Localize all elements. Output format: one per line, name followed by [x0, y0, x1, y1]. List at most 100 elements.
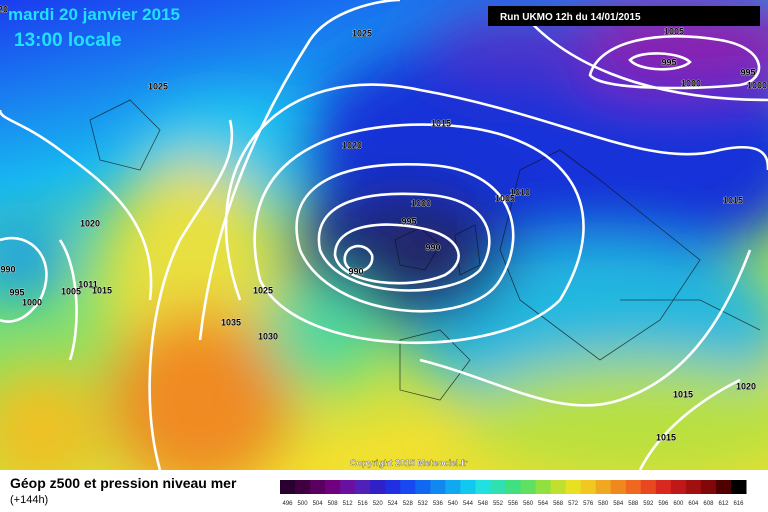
isobar-label: 1005: [61, 286, 81, 296]
isobar-label: 1025: [253, 285, 273, 295]
colorbar-tick-label: 608: [703, 501, 714, 507]
colorbar-tick-label: 592: [643, 501, 654, 507]
isobar-label: 995: [740, 67, 755, 77]
isobar-label: 1000: [411, 198, 431, 208]
colorbar-tick-label: 568: [553, 501, 564, 507]
legend-lead: (+144h): [10, 494, 48, 506]
colorbar-swatch: [520, 480, 537, 494]
isobar-label: 1000: [22, 297, 42, 307]
colorbar-swatch: [730, 480, 747, 494]
colorbar-tick-label: 524: [388, 501, 399, 507]
isobar-label: 1015: [431, 118, 451, 128]
colorbar-swatch: [595, 480, 612, 494]
isobar-label: 1015: [723, 195, 743, 205]
run-box: [488, 6, 760, 26]
isobars: [0, 0, 768, 470]
colorbar-swatch: [580, 480, 597, 494]
colorbar-swatch: [385, 480, 401, 494]
colorbar-swatch: [700, 480, 717, 494]
colorbar-tick-label: 576: [583, 501, 594, 507]
colorbar-swatch: [280, 480, 296, 494]
colorbar: 496 500 504 508 512 516 520 524 528 532 536 540 544 5…: [280, 480, 747, 507]
colorbar-swatch: [355, 480, 371, 494]
colorbar-tick-label: 564: [538, 501, 549, 507]
colorbar-tick-label: 548: [478, 501, 489, 507]
colorbar-tick-label: 512: [343, 501, 354, 507]
colorbar-swatch: [535, 480, 552, 494]
colorbar-tick-label: 540: [448, 501, 459, 507]
colorbar-swatch: [505, 480, 522, 494]
isobar-label: 1015: [92, 285, 112, 295]
isobar-label: 1020: [80, 218, 100, 228]
colorbar-swatch: [400, 480, 416, 494]
isobar-label: 990: [348, 266, 363, 276]
colorbar-swatch: [640, 480, 657, 494]
colorbar-swatch: [550, 480, 567, 494]
colorbar-tick-label: 544: [463, 501, 474, 507]
colorbar-swatch: [490, 480, 506, 494]
isobar-label: 995: [9, 287, 24, 297]
colorbar-tick-label: 600: [673, 501, 684, 507]
colorbar-swatch: [625, 480, 642, 494]
colorbar-tick-label: 496: [283, 501, 294, 507]
isobar-label: 995: [661, 57, 676, 67]
legend-title: Géop z500 et pression niveau mer: [10, 475, 237, 491]
isobar-label: 995: [401, 216, 416, 226]
isobar-label: 990: [0, 264, 15, 274]
isobar-label: 1000: [681, 78, 701, 88]
isobar-label: 1011: [78, 279, 98, 289]
colorbar-tick-label: 500: [298, 501, 309, 507]
colorbar-tick-label: 588: [628, 501, 639, 507]
colorbar-swatch: [610, 480, 627, 494]
colorbar-tick-label: 552: [493, 501, 504, 507]
colorbar-swatch: [295, 480, 311, 494]
isobar-label: 1015: [673, 389, 693, 399]
isobar-label: 1020: [0, 4, 8, 14]
colorbar-tick-label: 504: [313, 501, 324, 507]
colorbar-swatch: [460, 480, 476, 494]
colorbar-tick-label: 596: [658, 501, 669, 507]
isobar-label: 1020: [342, 140, 362, 150]
isobar-label: 1005: [495, 193, 515, 203]
isobar-label: 1035: [221, 317, 241, 327]
date-title: mardi 20 janvier 2015: [8, 5, 180, 24]
colorbar-tick-label: 612: [718, 501, 729, 507]
colorbar-swatch: [310, 480, 326, 494]
colorbar-tick-label: 516: [358, 501, 369, 507]
colorbar-tick-label: 536: [433, 501, 444, 507]
isobar-labels: 1020102510251015102010059959951000100010…: [0, 4, 767, 443]
time-title: 13:00 locale: [14, 30, 122, 51]
isobar-label: 1030: [258, 331, 278, 341]
colorbar-tick-label: 528: [403, 501, 414, 507]
isobar-label: 1000: [747, 80, 767, 90]
copyright: Copyright 2015 Meteociel.fr: [350, 458, 468, 468]
colorbar-tick-label: 604: [688, 501, 699, 507]
colorbar-swatch: [430, 480, 446, 494]
isobar-label: 1015: [656, 432, 676, 442]
colorbar-tick-label: 616: [733, 501, 744, 507]
colorbar-swatch: [340, 480, 356, 494]
colorbar-swatch: [685, 480, 702, 494]
colorbar-tick-label: 560: [523, 501, 534, 507]
colorbar-tick-label: 532: [418, 501, 429, 507]
colorbar-swatch: [565, 480, 582, 494]
isobar-label: 1010: [510, 187, 530, 197]
isobar-label: 1025: [352, 28, 372, 38]
colorbar-swatch: [715, 480, 732, 494]
colorbar-swatch: [445, 480, 461, 494]
colorbar-tick-label: 572: [568, 501, 579, 507]
colorbar-swatch: [325, 480, 341, 494]
colorbar-tick-label: 556: [508, 501, 519, 507]
colorbar-tick-label: 584: [613, 501, 624, 507]
isobar-label: 1025: [148, 81, 168, 91]
isobar-label: 1020: [736, 381, 756, 391]
colorbar-tick-label: 520: [373, 501, 384, 507]
colorbar-swatch: [475, 480, 491, 494]
colorbar-swatch: [670, 480, 687, 494]
isobar-label: 1005: [664, 26, 684, 36]
colorbar-swatch: [370, 480, 386, 494]
colorbar-swatch: [655, 480, 672, 494]
colorbar-tick-label: 508: [328, 501, 339, 507]
